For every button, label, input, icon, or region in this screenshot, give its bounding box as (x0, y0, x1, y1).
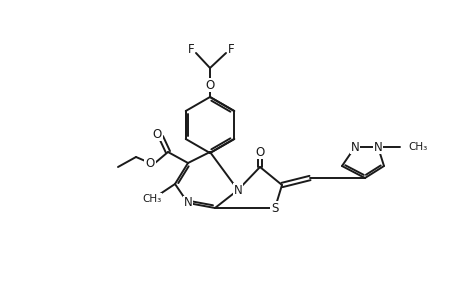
Text: O: O (152, 128, 161, 140)
Text: O: O (205, 79, 214, 92)
Text: O: O (145, 157, 154, 169)
Text: S: S (271, 202, 278, 214)
Text: N: N (373, 140, 381, 154)
Text: CH₃: CH₃ (142, 194, 161, 204)
Text: N: N (183, 196, 192, 209)
Text: F: F (187, 43, 194, 56)
Text: O: O (255, 146, 264, 158)
Text: N: N (350, 140, 358, 154)
Text: N: N (233, 184, 242, 196)
Text: CH₃: CH₃ (407, 142, 426, 152)
Text: F: F (227, 43, 234, 56)
